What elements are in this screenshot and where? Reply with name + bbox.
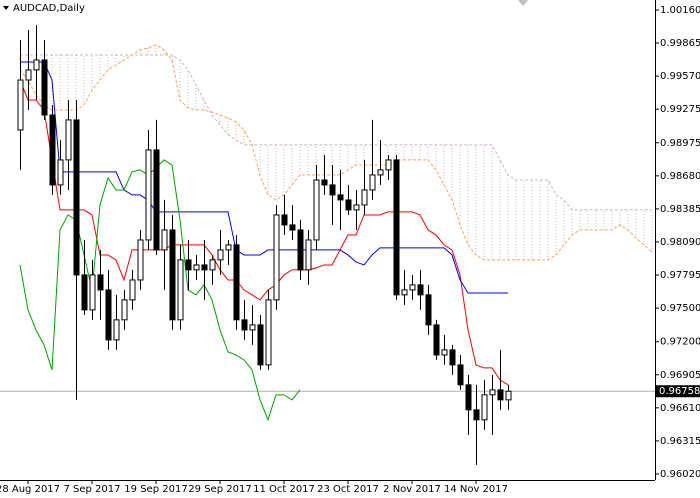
candle-body — [105, 289, 112, 341]
candle-body — [449, 349, 456, 366]
y-tick-label: 0.97500 — [660, 303, 700, 314]
shift-marker[interactable] — [518, 0, 528, 6]
candle-body — [65, 119, 72, 161]
candle-body — [193, 264, 200, 271]
candle-body — [169, 229, 176, 321]
candle-body — [41, 59, 48, 116]
indicator-line — [20, 54, 652, 211]
candle-body — [505, 390, 512, 401]
y-tick-label: 1.00160 — [660, 5, 700, 16]
candle-body — [153, 149, 160, 251]
candle-body — [385, 159, 392, 171]
candle-body — [337, 194, 344, 201]
candle-body — [497, 389, 504, 401]
last-price-label: 0.96758 — [659, 386, 700, 397]
candle-body — [441, 349, 448, 356]
candle-body — [145, 149, 152, 241]
x-tick-label: 23 Oct 2017 — [317, 484, 379, 495]
y-tick-label: 0.97200 — [660, 337, 700, 348]
candle-body — [313, 179, 320, 241]
candle-body — [217, 249, 224, 261]
candle-body — [305, 239, 312, 271]
candle-body — [465, 384, 472, 411]
candle-body — [17, 79, 24, 131]
candle-body — [97, 274, 104, 291]
candle-body — [433, 324, 440, 356]
candle-body — [73, 119, 80, 276]
y-tick-label: 0.96905 — [660, 370, 700, 381]
candle-body — [417, 284, 424, 296]
y-tick-label: 0.97795 — [660, 270, 700, 281]
x-tick-label: 14 Nov 2017 — [444, 484, 508, 495]
candle-body — [49, 114, 56, 186]
y-tick-label: 0.99570 — [660, 71, 700, 82]
candle-body — [297, 229, 304, 271]
candle-body — [225, 244, 232, 251]
x-tick-label: 11 Oct 2017 — [253, 484, 315, 495]
candle-body — [129, 279, 136, 301]
menu-icon[interactable] — [3, 6, 9, 10]
y-tick-label: 0.98975 — [660, 138, 700, 149]
candle-body — [209, 259, 216, 271]
candle-body — [481, 394, 488, 421]
y-tick-label: 0.98090 — [660, 237, 700, 248]
candle-body — [409, 284, 416, 291]
candle-body — [185, 259, 192, 271]
x-tick-label: 29 Sep 2017 — [188, 484, 251, 495]
candle-body — [353, 204, 360, 211]
candle-body — [25, 69, 32, 81]
candle-body — [457, 364, 464, 386]
y-tick-label: 0.99275 — [660, 104, 700, 115]
candle-body — [161, 229, 168, 251]
candle-body — [401, 289, 408, 296]
candle-body — [233, 244, 240, 321]
candle-body — [393, 159, 400, 296]
candle-body — [273, 214, 280, 301]
y-tick-label: 0.98680 — [660, 171, 700, 182]
chart-title: AUDCAD,Daily — [13, 3, 85, 14]
candle-body — [113, 319, 120, 341]
candle-body — [241, 319, 248, 331]
candle-body — [369, 174, 376, 191]
candle-body — [57, 159, 64, 186]
candle-body — [329, 184, 336, 196]
indicator-line — [20, 61, 508, 294]
indicator-line — [19, 159, 301, 422]
candle-body — [345, 199, 352, 211]
x-tick-label: 7 Sep 2017 — [63, 484, 120, 495]
indicator-line — [19, 79, 509, 386]
candle-body — [377, 169, 384, 176]
candle-body — [281, 214, 288, 226]
candle-body — [137, 239, 144, 281]
candle-body — [489, 389, 496, 396]
candle-body — [177, 259, 184, 321]
candle-body — [289, 224, 296, 231]
x-tick-label: 2 Nov 2017 — [383, 484, 441, 495]
y-tick-label: 0.98385 — [660, 204, 700, 215]
x-tick-label: 28 Aug 2017 — [0, 484, 60, 495]
candle-body — [201, 264, 208, 271]
candle-body — [81, 274, 88, 311]
candle-body — [33, 59, 40, 71]
candle-body — [249, 324, 256, 331]
candle-body — [473, 409, 480, 421]
y-tick-label: 0.99865 — [660, 38, 700, 49]
candle-body — [361, 189, 368, 206]
last-price-box — [656, 385, 700, 398]
x-tick-label: 19 Sep 2017 — [124, 484, 187, 495]
candle-body — [425, 294, 432, 326]
candle-body — [89, 274, 96, 311]
y-tick-label: 0.96020 — [660, 469, 700, 480]
candle-body — [121, 299, 128, 321]
candle-body — [265, 299, 272, 366]
y-tick-label: 0.96610 — [660, 403, 700, 414]
candle-body — [257, 324, 264, 366]
y-tick-label: 0.96315 — [660, 436, 700, 447]
candle-body — [321, 179, 328, 186]
